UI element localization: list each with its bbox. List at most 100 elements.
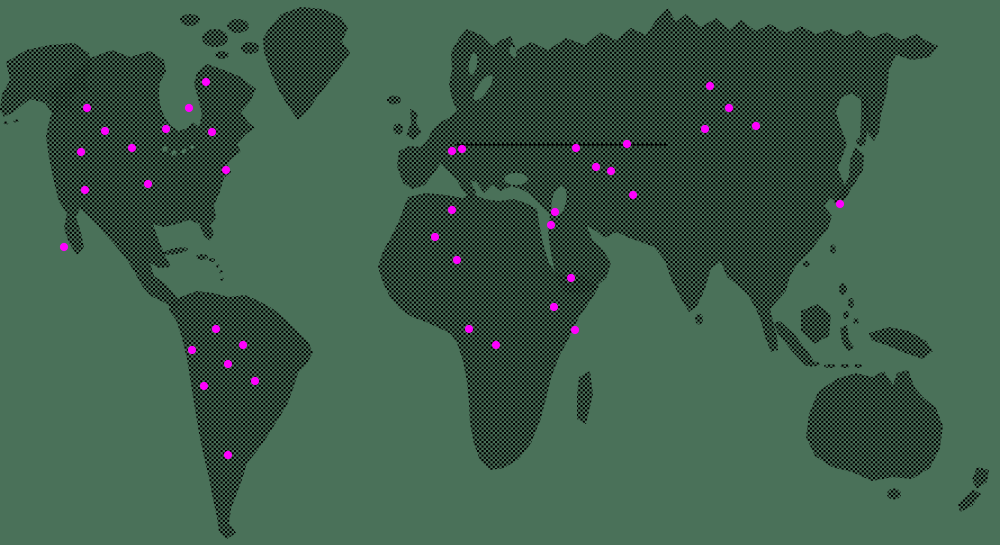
- island-madagascar: [577, 371, 593, 424]
- location-marker: [549, 302, 559, 312]
- location-marker: [700, 124, 710, 134]
- island-philippines: [848, 298, 854, 308]
- location-marker: [452, 255, 462, 265]
- island-new-guinea: [869, 327, 933, 359]
- island-caribbean: [216, 264, 220, 268]
- island-aleutian: [13, 119, 19, 123]
- island-philippines: [853, 318, 859, 324]
- island-kuril: [875, 120, 879, 124]
- island-caribbean: [219, 270, 223, 274]
- location-marker: [457, 144, 467, 154]
- location-markers: [59, 77, 845, 460]
- region-greenland: [263, 7, 401, 120]
- island-new-zealand-north: [972, 467, 989, 489]
- location-marker: [187, 345, 197, 355]
- gulf-of-bothnia: [468, 53, 478, 75]
- location-marker: [447, 205, 457, 215]
- black-sea: [504, 173, 528, 185]
- island-tasmania: [887, 488, 901, 500]
- island-hispaniola: [196, 254, 208, 260]
- location-marker: [161, 124, 171, 134]
- region-southeast-asia: [774, 283, 933, 368]
- location-marker: [127, 143, 137, 153]
- landmass-australia: [806, 370, 943, 481]
- location-marker: [201, 77, 211, 87]
- location-marker: [184, 103, 194, 113]
- location-marker: [223, 450, 233, 460]
- island-iceland: [387, 95, 401, 105]
- location-marker: [591, 162, 601, 172]
- continent-north-america: [0, 14, 259, 309]
- continent-eurasia: [393, 8, 938, 352]
- island-japan: [833, 147, 864, 207]
- location-marker: [80, 185, 90, 195]
- location-marker: [724, 103, 734, 113]
- island-hainan: [802, 261, 810, 267]
- landmass-greenland: [263, 7, 350, 120]
- location-marker: [238, 340, 248, 350]
- location-marker: [751, 121, 761, 131]
- landmass-north-america-main: [46, 50, 256, 309]
- island-java: [804, 361, 820, 367]
- island-aleutian: [3, 121, 9, 125]
- baltic-sea: [473, 75, 493, 101]
- location-marker: [59, 242, 69, 252]
- great-lakes: [162, 146, 168, 152]
- island-sumatra: [774, 321, 814, 364]
- island-java-chain: [824, 364, 836, 368]
- island-kuril: [870, 128, 874, 132]
- great-lakes: [171, 150, 177, 156]
- location-marker: [199, 381, 209, 391]
- continent-africa: [378, 193, 599, 470]
- location-marker: [447, 146, 457, 156]
- location-marker: [82, 103, 92, 113]
- island-new-zealand-south: [958, 489, 981, 512]
- continent-south-america: [169, 291, 313, 539]
- island-sakhalin: [860, 96, 870, 140]
- location-marker: [570, 325, 580, 335]
- island-philippines: [843, 311, 849, 319]
- location-marker: [491, 340, 501, 350]
- location-marker: [430, 232, 440, 242]
- location-marker: [835, 199, 845, 209]
- island-caribbean: [220, 277, 224, 281]
- location-marker: [606, 166, 616, 176]
- location-marker: [223, 359, 233, 369]
- location-marker: [464, 324, 474, 334]
- location-marker: [100, 126, 110, 136]
- location-marker: [250, 376, 260, 386]
- island-borneo: [801, 304, 831, 344]
- location-marker: [143, 179, 153, 189]
- island-hokkaido: [856, 137, 866, 147]
- island-caribbean: [209, 258, 215, 262]
- location-marker: [76, 147, 86, 157]
- island-java-chain: [854, 364, 862, 368]
- location-marker: [628, 190, 638, 200]
- great-lakes: [181, 148, 187, 154]
- continent-oceania: [806, 370, 989, 512]
- island-sulawesi: [840, 325, 855, 351]
- location-marker: [550, 207, 560, 217]
- landmass-africa: [378, 193, 599, 470]
- island-java-chain: [840, 364, 850, 368]
- landmass-eurasia: [397, 8, 938, 352]
- location-marker: [207, 127, 217, 137]
- island-philippines: [839, 283, 847, 295]
- island-great-britain: [406, 109, 422, 140]
- island-arctic: [202, 29, 228, 47]
- island-sri-lanka: [695, 313, 703, 325]
- white-sea: [509, 46, 517, 58]
- island-arctic: [241, 42, 259, 54]
- island-cuba: [164, 247, 188, 255]
- location-marker: [571, 143, 581, 153]
- island-arctic: [227, 19, 249, 33]
- location-marker: [546, 220, 556, 230]
- great-lakes: [189, 144, 195, 150]
- location-marker: [566, 273, 576, 283]
- location-marker: [211, 324, 221, 334]
- island-arctic: [180, 14, 200, 26]
- location-marker: [221, 165, 231, 175]
- island-arctic: [215, 51, 229, 59]
- island-ireland: [393, 123, 403, 135]
